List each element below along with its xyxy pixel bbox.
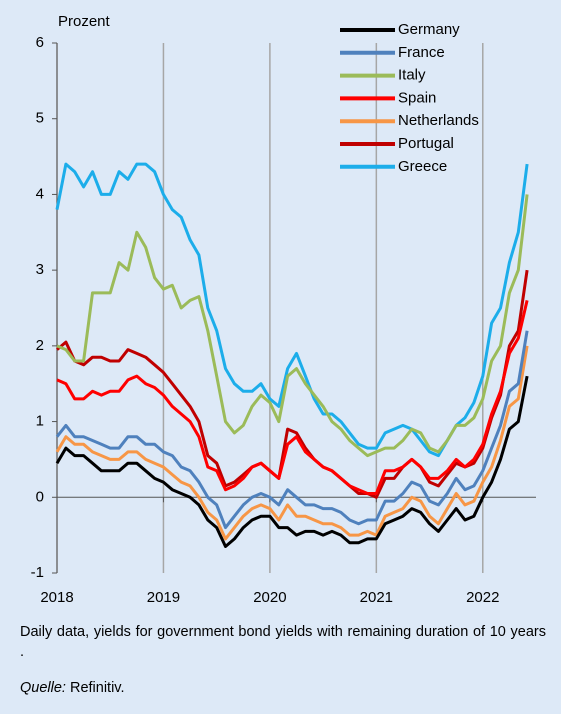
series-line [55, 375, 529, 548]
y-tick-label: 2 [36, 337, 44, 354]
source-label: Quelle: [20, 680, 66, 696]
x-tick-label: 2019 [147, 589, 180, 606]
x-tick-label: 2020 [253, 589, 286, 606]
legend-label: Greece [398, 158, 447, 175]
y-axis-label: Prozent [58, 13, 111, 30]
series-line [56, 194, 529, 458]
y-tick-label: 4 [36, 185, 44, 202]
y-tick-label: 0 [36, 488, 44, 505]
series-line [55, 162, 529, 458]
y-tick-label: 3 [36, 261, 44, 278]
legend-label: Germany [398, 21, 460, 38]
series-line [55, 330, 529, 530]
note: Daily data, yields for government bond y… [20, 624, 546, 660]
y-tick-label: -1 [31, 564, 44, 581]
x-tick-label: 2018 [40, 589, 73, 606]
chart: Prozent 2018 2019 2020 2021 2022 -1 0 1 2 3 4 5 6 Ger… [31, 13, 536, 606]
x-tick-label: 2021 [360, 589, 393, 606]
series-line [56, 269, 529, 499]
series-line [56, 300, 529, 495]
series-line [55, 345, 529, 541]
y-tick-label: 6 [36, 34, 44, 51]
legend-label: Italy [398, 67, 426, 84]
legend-label: Netherlands [398, 112, 479, 129]
legend-label: France [398, 44, 445, 61]
x-tick-label: 2022 [466, 589, 499, 606]
legend-label: Spain [398, 89, 436, 106]
source-text: Refinitiv. [69, 680, 125, 696]
y-tick-label: 5 [36, 110, 44, 127]
source: Quelle: Refinitiv. [20, 680, 125, 696]
y-tick-label: 1 [36, 413, 44, 430]
legend-label: Portugal [398, 135, 454, 152]
